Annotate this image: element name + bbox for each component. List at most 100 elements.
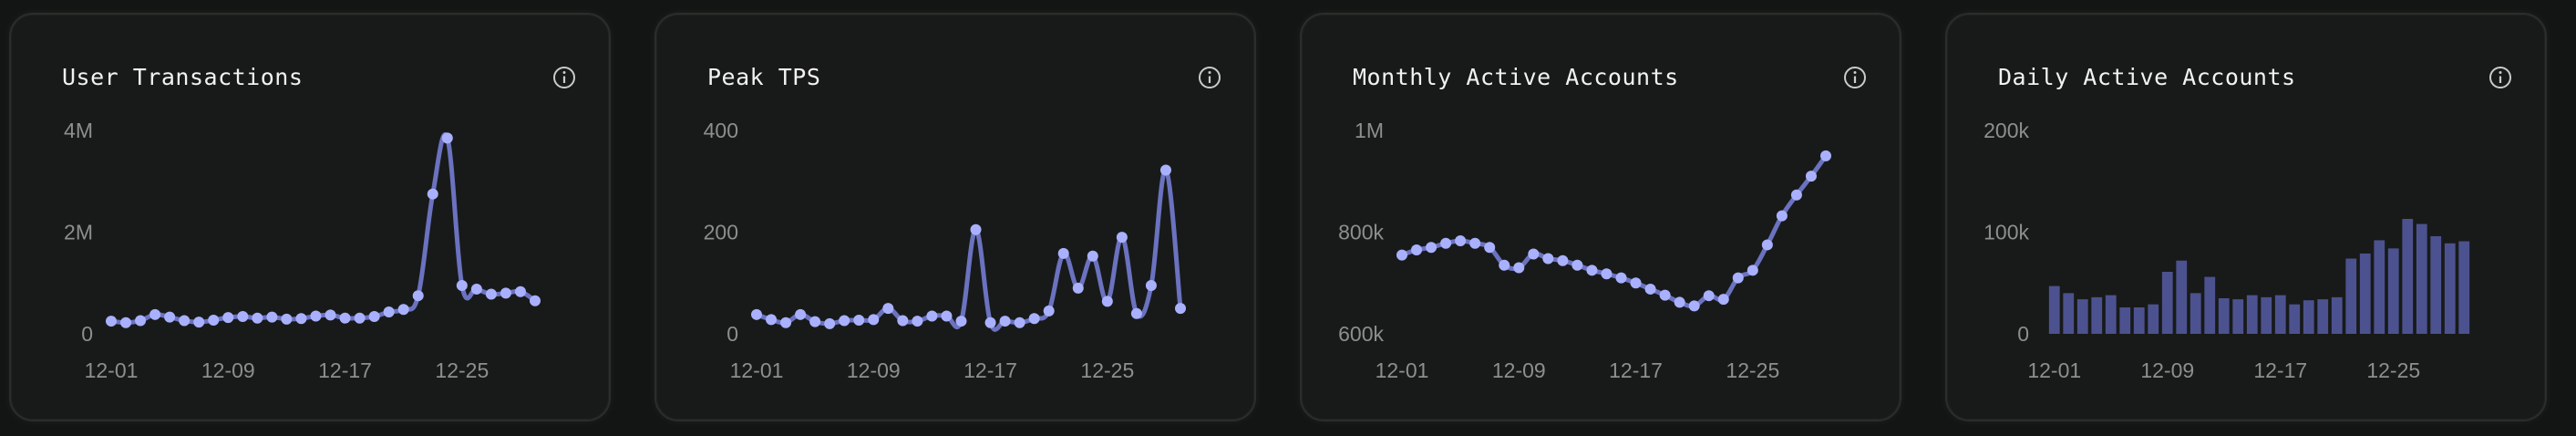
- bar: [2063, 293, 2075, 334]
- data-point: [1688, 300, 1700, 312]
- data-point: [1644, 283, 1656, 295]
- bar: [2430, 235, 2442, 334]
- bar: [2402, 219, 2414, 334]
- chart-user-transactions: 0 2M 4M 12-01 12-09 12-17 12-25: [64, 119, 541, 382]
- bar: [2274, 295, 2286, 334]
- bar: [2176, 260, 2188, 334]
- data-point: [824, 317, 836, 329]
- bar: [2345, 258, 2357, 334]
- data-point: [751, 308, 762, 320]
- x-tick-label: 12-17: [2253, 358, 2307, 382]
- data-point: [164, 311, 176, 323]
- data-point: [1805, 171, 1817, 182]
- bar: [2289, 304, 2301, 334]
- data-point: [179, 315, 191, 327]
- data-point: [1028, 313, 1040, 325]
- data-point: [208, 314, 220, 326]
- data-point: [135, 315, 147, 327]
- data-point: [955, 316, 967, 327]
- data-point: [500, 287, 511, 299]
- y-tick-label: 0: [2017, 322, 2029, 346]
- data-point: [1820, 150, 1831, 161]
- data-point: [868, 314, 880, 326]
- y-tick-label: 0: [726, 322, 738, 346]
- bar: [2190, 293, 2201, 334]
- data-point: [999, 316, 1011, 327]
- data-point: [222, 312, 234, 324]
- data-point: [237, 311, 249, 323]
- data-point: [882, 303, 894, 315]
- data-point: [766, 314, 778, 326]
- data-point: [1411, 244, 1423, 256]
- data-point: [1469, 237, 1481, 249]
- data-point: [1717, 294, 1729, 306]
- data-point: [441, 132, 453, 144]
- data-point: [970, 223, 982, 235]
- x-tick-label: 12-25: [2366, 358, 2420, 382]
- data-point: [1484, 242, 1496, 254]
- y-tick-label: 800k: [1338, 221, 1384, 244]
- bar: [2148, 304, 2159, 334]
- data-point: [354, 312, 366, 324]
- data-point: [1440, 237, 1452, 249]
- data-point: [252, 312, 263, 324]
- bar: [2416, 223, 2427, 334]
- card-monthly-active-accounts: 600k 800k 1M 12-01 12-09 12-17 12-25 Monthly A…: [1300, 13, 1901, 421]
- bar: [2331, 296, 2343, 334]
- x-tick-label: 12-09: [2140, 358, 2194, 382]
- x-tick-label: 12-01: [2027, 358, 2081, 382]
- data-point: [926, 310, 938, 322]
- x-tick-label: 12-25: [435, 358, 489, 382]
- data-point: [149, 308, 161, 320]
- data-point: [485, 288, 497, 300]
- card-daily-active-accounts: 0 100k 200k 12-01 12-09 12-17 12-25 Daily Acti…: [1945, 13, 2547, 421]
- data-point: [397, 304, 409, 316]
- chart-monthly-active-accounts: 600k 800k 1M 12-01 12-09 12-17 12-25: [1338, 119, 1831, 382]
- bar: [2076, 299, 2088, 334]
- card-user-transactions: 0 2M 4M 12-01 12-09 12-17 12-25 User Transacti…: [9, 13, 611, 421]
- info-icon[interactable]: [2488, 66, 2512, 89]
- data-point: [809, 316, 821, 327]
- y-tick-label: 0: [81, 322, 93, 346]
- data-point: [1396, 249, 1407, 261]
- data-point: [1586, 265, 1598, 276]
- data-point: [193, 317, 205, 328]
- data-point: [1747, 265, 1758, 276]
- y-tick-label: 200k: [1984, 119, 2029, 142]
- info-icon[interactable]: [1198, 66, 1221, 89]
- info-icon[interactable]: [1843, 66, 1867, 89]
- data-point: [310, 310, 322, 322]
- bar: [2374, 240, 2385, 334]
- data-point: [1426, 242, 1437, 254]
- data-point: [120, 317, 132, 328]
- data-point: [780, 317, 792, 328]
- x-tick-label: 12-25: [1726, 358, 1779, 382]
- bar: [2359, 253, 2371, 334]
- card-peak-tps: 0 200 400 12-01 12-09 12-17 12-25 Peak TPS: [654, 13, 1256, 421]
- data-point: [1615, 272, 1627, 284]
- card-title: User Transactions: [62, 64, 304, 90]
- y-tick-label: 4M: [64, 119, 93, 142]
- bar: [2303, 300, 2314, 334]
- chart-daily-active-accounts: 0 100k 200k 12-01 12-09 12-17 12-25: [1984, 119, 2470, 382]
- data-point: [839, 315, 850, 327]
- series-line: [108, 132, 538, 326]
- card-title: Peak TPS: [707, 64, 821, 90]
- data-point: [1072, 282, 1084, 294]
- data-point: [941, 310, 953, 322]
- x-tick-label: 12-01: [1376, 358, 1429, 382]
- y-tick-label: 2M: [64, 221, 93, 244]
- bar: [2048, 285, 2060, 334]
- data-point: [1659, 289, 1671, 301]
- data-point: [368, 311, 380, 323]
- card-title: Monthly Active Accounts: [1353, 64, 1679, 90]
- data-point: [1674, 296, 1685, 308]
- data-point: [1513, 262, 1525, 274]
- data-point: [1732, 272, 1744, 284]
- info-icon[interactable]: [552, 66, 576, 89]
- x-tick-label: 12-01: [85, 358, 139, 382]
- data-point: [1630, 277, 1642, 289]
- data-point: [1159, 164, 1171, 176]
- data-point: [470, 283, 482, 295]
